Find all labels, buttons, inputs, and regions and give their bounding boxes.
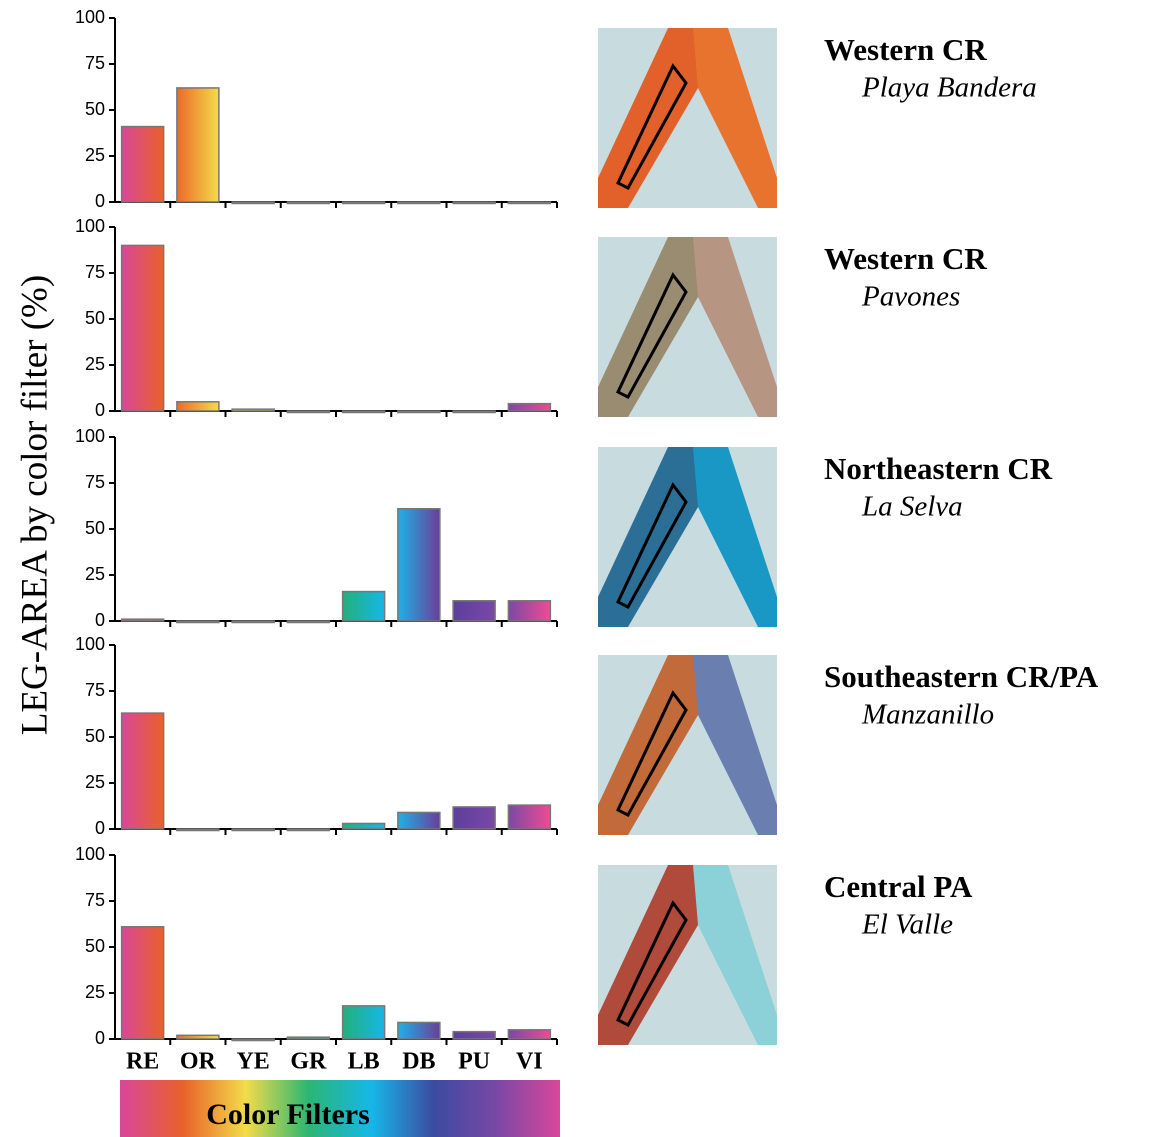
bar [343, 202, 385, 204]
y-tick-label: 100 [75, 426, 105, 446]
panel-title: Central PA [824, 869, 973, 904]
y-tick-label: 50 [85, 99, 105, 119]
y-tick-label: 0 [95, 1028, 105, 1048]
bar [177, 402, 219, 411]
bar [177, 829, 219, 831]
bar [453, 601, 495, 621]
x-tick-label: VI [516, 1049, 543, 1075]
panel-subtitle: El Valle [861, 909, 953, 941]
y-tick-label: 25 [85, 354, 105, 374]
y-tick-label: 0 [95, 191, 105, 211]
y-tick-label: 100 [75, 216, 105, 236]
y-tick-label: 50 [85, 308, 105, 328]
bar [287, 829, 329, 831]
panel-title: Southeastern CR/PA [824, 659, 1099, 694]
bar [287, 202, 329, 204]
y-tick-label: 25 [85, 564, 105, 584]
bar [287, 1037, 329, 1039]
bar [122, 245, 164, 411]
y-tick-label: 25 [85, 772, 105, 792]
bar [453, 807, 495, 829]
bar [453, 1032, 495, 1039]
y-tick-label: 75 [85, 680, 105, 700]
bar [232, 829, 274, 831]
y-axis-label: LEG-AREA by color filter (%) [14, 275, 55, 735]
bar [232, 1039, 274, 1041]
bar [232, 621, 274, 623]
bar [343, 1006, 385, 1039]
y-tick-label: 50 [85, 726, 105, 746]
bar [398, 202, 440, 204]
y-tick-label: 100 [75, 634, 105, 654]
bar [232, 202, 274, 204]
bar [508, 404, 550, 411]
bar [287, 621, 329, 623]
panel-title: Western CR [824, 241, 987, 276]
x-tick-label: PU [458, 1049, 490, 1075]
bar [398, 509, 440, 621]
bar [508, 805, 550, 829]
y-tick-label: 75 [85, 262, 105, 282]
y-tick-label: 100 [75, 844, 105, 864]
bar [122, 713, 164, 829]
panel-subtitle: Manzanillo [861, 699, 994, 731]
panel-subtitle: La Selva [861, 491, 963, 523]
y-tick-label: 50 [85, 936, 105, 956]
y-tick-label: 100 [75, 7, 105, 27]
bar [398, 812, 440, 829]
x-tick-label: YE [236, 1049, 269, 1075]
bar [343, 823, 385, 829]
bar [122, 127, 164, 202]
x-tick-label: LB [348, 1049, 380, 1075]
y-tick-label: 0 [95, 610, 105, 630]
y-tick-label: 25 [85, 145, 105, 165]
bar [343, 411, 385, 413]
bar [122, 619, 164, 621]
panel-title: Western CR [824, 32, 987, 67]
panel-subtitle: Pavones [861, 281, 960, 313]
panel-title: Northeastern CR [824, 451, 1053, 486]
bar [508, 202, 550, 204]
bar [232, 409, 274, 411]
x-tick-label: DB [402, 1049, 435, 1075]
x-tick-label: RE [126, 1049, 159, 1075]
x-tick-label: GR [290, 1049, 327, 1075]
bar [398, 1022, 440, 1039]
bar [287, 411, 329, 413]
bar [453, 202, 495, 204]
y-tick-label: 75 [85, 472, 105, 492]
x-tick-label: OR [180, 1049, 217, 1075]
y-tick-label: 75 [85, 53, 105, 73]
bar [398, 411, 440, 413]
y-tick-label: 0 [95, 400, 105, 420]
bar [343, 592, 385, 621]
y-tick-label: 25 [85, 982, 105, 1002]
bar [508, 601, 550, 621]
y-tick-label: 50 [85, 518, 105, 538]
bar [508, 1030, 550, 1039]
bar [177, 88, 219, 202]
bar [453, 411, 495, 413]
x-axis-label: Color Filters [206, 1098, 370, 1131]
panel-subtitle: Playa Bandera [861, 72, 1037, 104]
bar [177, 1035, 219, 1039]
bar [122, 927, 164, 1039]
y-tick-label: 75 [85, 890, 105, 910]
y-tick-label: 0 [95, 818, 105, 838]
bar [177, 621, 219, 623]
